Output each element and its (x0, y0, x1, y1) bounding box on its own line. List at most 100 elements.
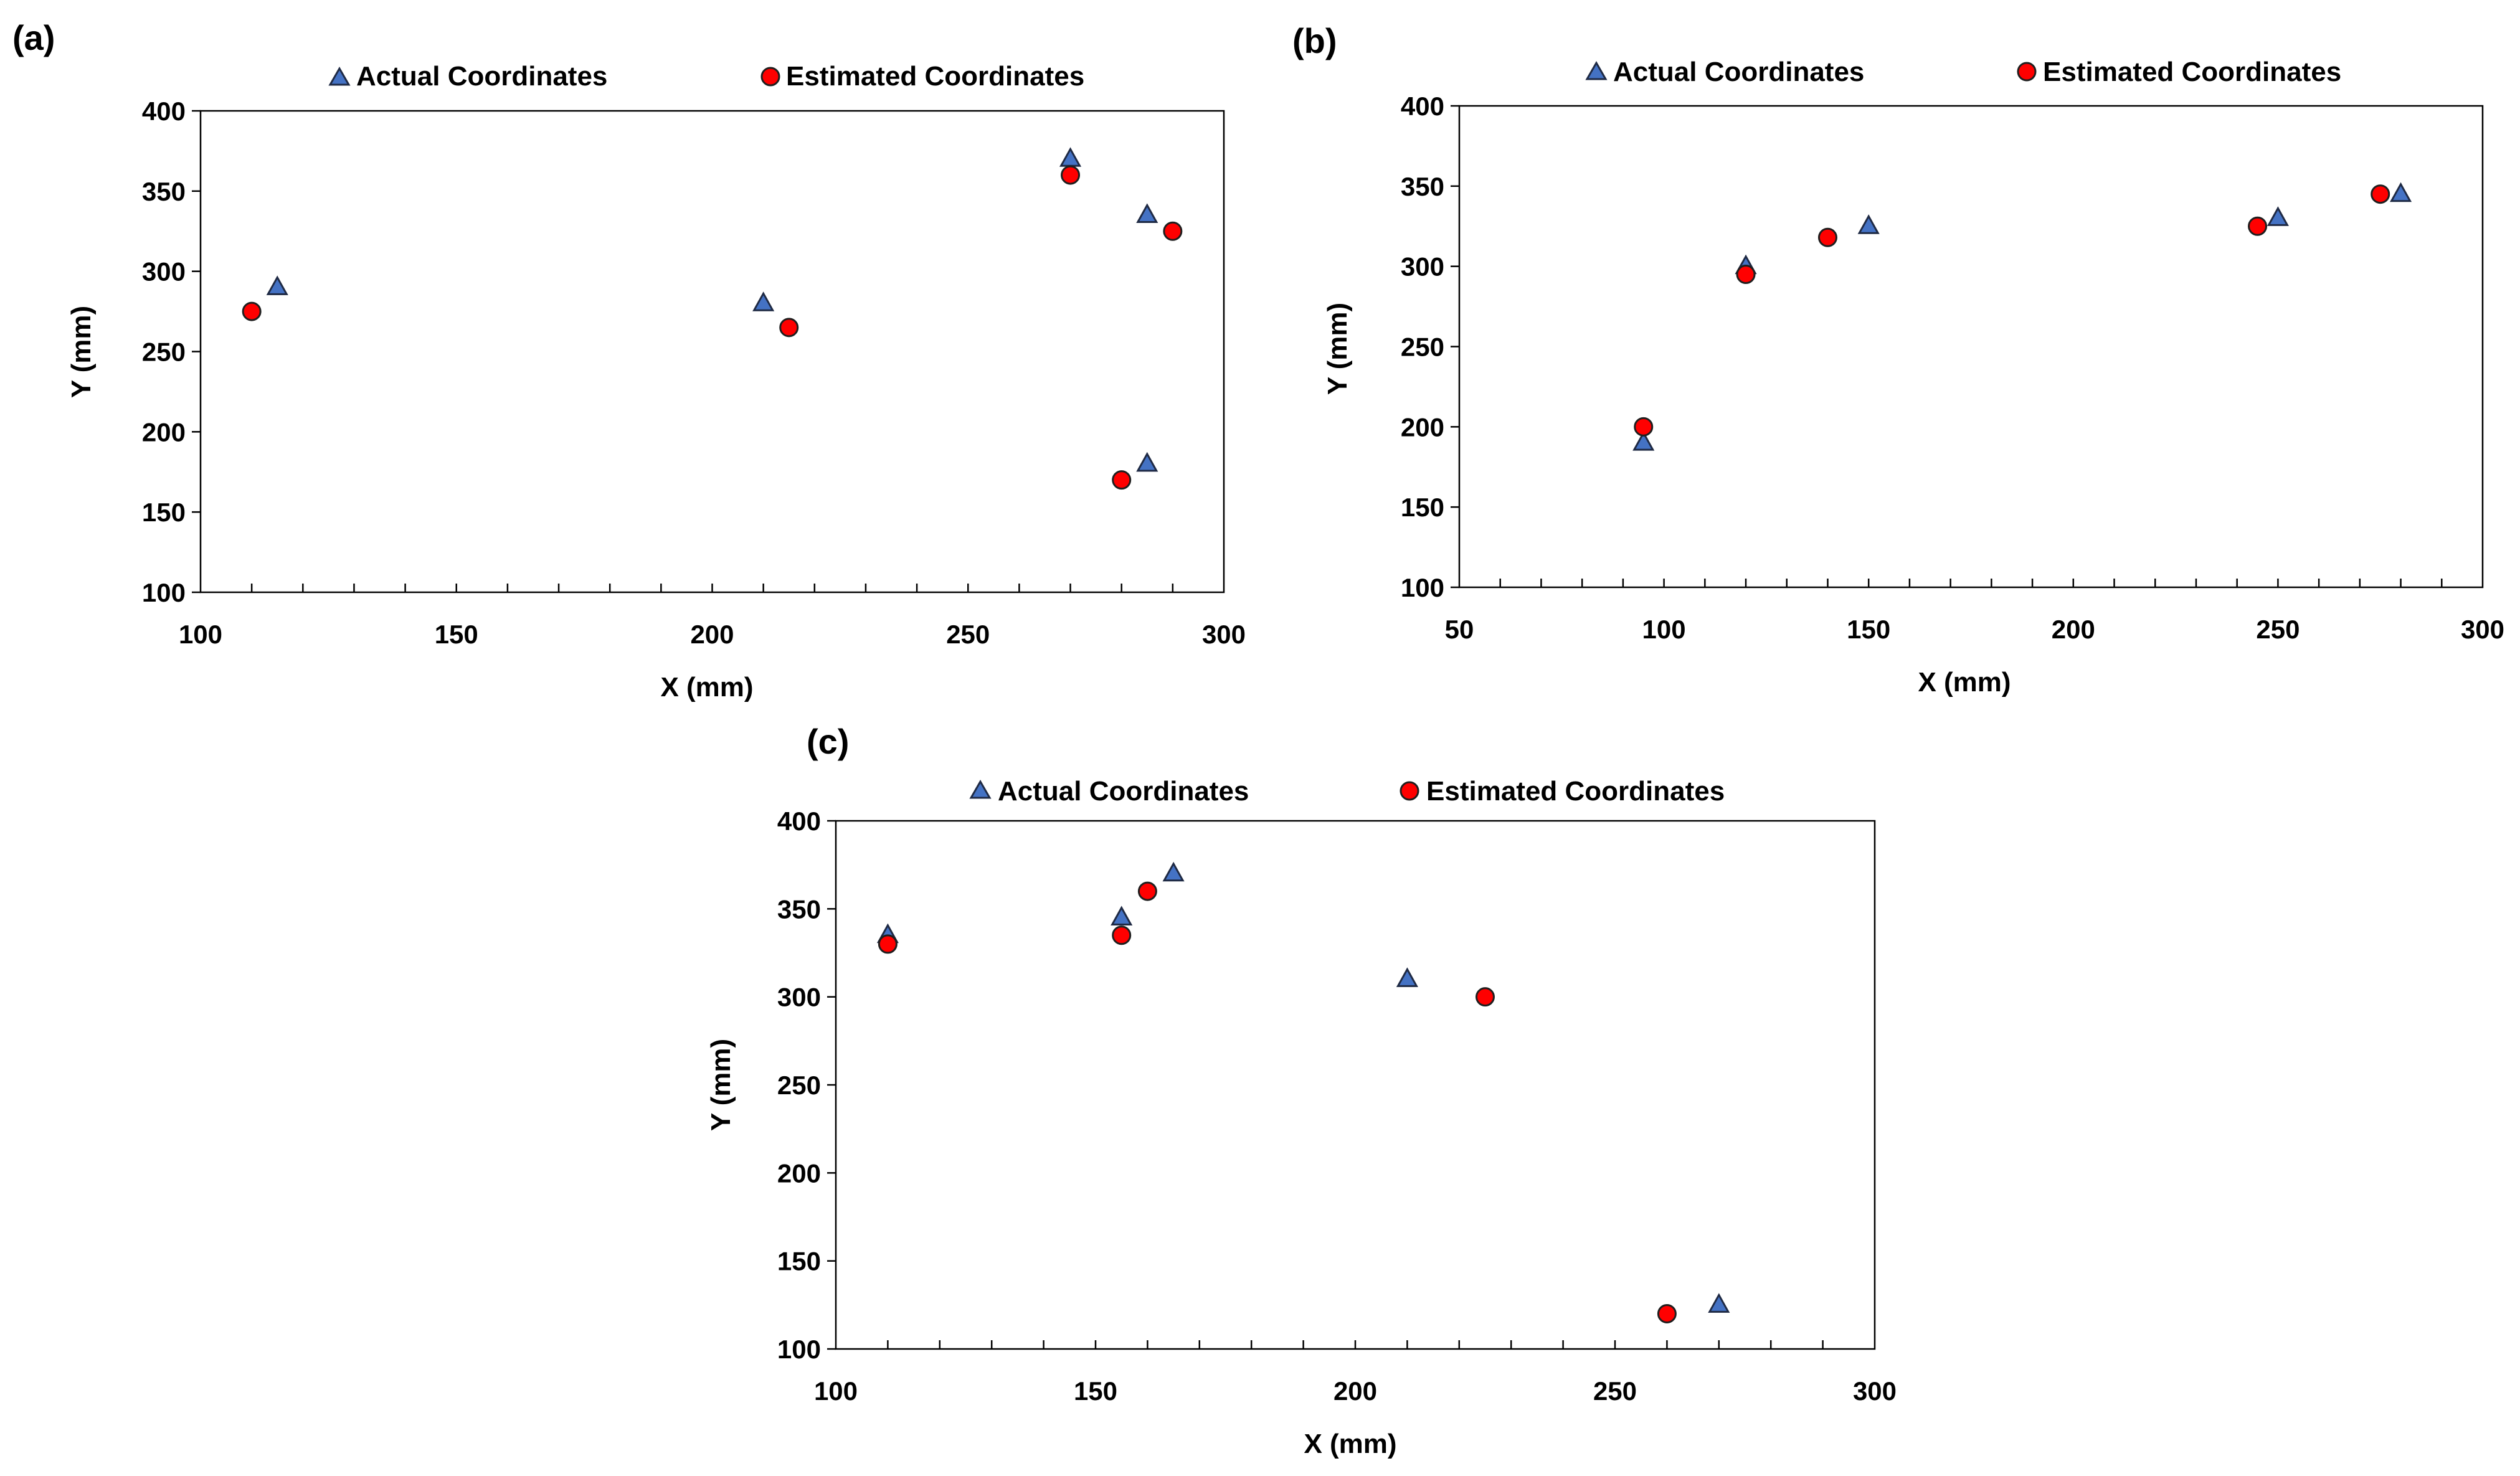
xtick-label-c-150: 150 (1074, 1376, 1117, 1406)
legend-estimated-marker-b (2017, 62, 2037, 82)
ytick-label-a-250: 250 (142, 338, 186, 367)
ytick-label-b-250: 250 (1401, 333, 1444, 362)
actual-point-a-1 (752, 291, 775, 311)
panel-a-ylabel: Y (mm) (66, 306, 97, 398)
panel-a-ticks: 100 150 200 250 300 350 400 100 150 200 250 300 (142, 97, 1246, 649)
ytick-label-a-400: 400 (142, 97, 186, 126)
legend-estimated-label-b: Estimated Coordinates (2043, 57, 2341, 87)
ytick-label-b-200: 200 (1401, 412, 1444, 442)
actual-point-b-4 (2390, 182, 2412, 202)
panel-b-ylabel: Y (mm) (1322, 303, 1353, 395)
ytick-label-b-350: 350 (1401, 172, 1444, 201)
estimated-point-b-1 (1736, 265, 1756, 285)
ytick-label-c-100: 100 (777, 1335, 821, 1364)
legend-estimated-label-c: Estimated Coordinates (1426, 776, 1725, 807)
xtick-label-a-100: 100 (179, 620, 222, 649)
panel-c-ylabel: Y (mm) (706, 1039, 736, 1131)
actual-point-c-3 (1396, 967, 1418, 987)
xtick-label-b-150: 150 (1847, 615, 1890, 644)
actual-point-a-3 (1136, 203, 1158, 223)
xtick-label-b-300: 300 (2461, 615, 2504, 644)
xtick-label-a-200: 200 (690, 620, 734, 649)
actual-point-c-1 (1111, 906, 1133, 925)
xtick-label-c-300: 300 (1853, 1376, 1897, 1406)
xtick-label-a-150: 150 (435, 620, 478, 649)
legend-actual-marker-c (969, 779, 992, 799)
panel-b-xlabel: X (mm) (1918, 667, 2011, 698)
estimated-point-c-0 (878, 934, 898, 954)
legend-actual-marker-a (328, 66, 351, 86)
legend-actual-label-c: Actual Coordinates (998, 776, 1249, 807)
estimated-point-c-3 (1476, 987, 1495, 1007)
panel-a: (a) Actual Coordinates Estimated Coordin… (12, 18, 1246, 703)
panel-c-label: (c) (807, 722, 849, 761)
estimated-point-c-1 (1112, 925, 1132, 945)
legend-estimated-marker-c (1400, 781, 1419, 801)
ytick-label-c-300: 300 (777, 983, 821, 1012)
actual-point-a-4 (1136, 452, 1158, 472)
ytick-label-c-200: 200 (777, 1158, 821, 1188)
panel-c-ticks: 100 150 200 250 300 350 400 100 150 200 250 300 (777, 807, 1897, 1406)
estimated-point-b-3 (2248, 216, 2268, 236)
panel-c-legend: Actual Coordinates Estimated Coordinates (969, 776, 1725, 807)
panel-a-label: (a) (12, 18, 55, 57)
panel-b: (b) Actual Coordinates Estimated Coordin… (1292, 21, 2504, 698)
panel-c-plot-area (835, 820, 1876, 1350)
panel-c: (c) Actual Coordinates Estimated Coordin… (706, 722, 1897, 1459)
estimated-point-a-0 (242, 301, 262, 321)
legend-estimated-label-a: Estimated Coordinates (786, 61, 1084, 92)
ytick-label-b-300: 300 (1401, 252, 1444, 281)
panel-a-marks (242, 147, 1183, 490)
estimated-point-b-0 (1634, 417, 1654, 437)
ytick-label-a-350: 350 (142, 177, 186, 206)
estimated-point-c-2 (1137, 881, 1157, 901)
panel-b-legend: Actual Coordinates Estimated Coordinates (1585, 57, 2341, 87)
estimated-point-b-4 (2371, 184, 2390, 204)
xtick-label-b-50: 50 (1445, 615, 1474, 644)
ytick-label-c-250: 250 (777, 1071, 821, 1100)
ytick-label-a-150: 150 (142, 498, 186, 527)
estimated-point-a-4 (1112, 470, 1132, 490)
panel-b-plot-area (1458, 105, 2484, 589)
xtick-label-c-100: 100 (814, 1376, 858, 1406)
xtick-label-c-200: 200 (1333, 1376, 1377, 1406)
actual-point-b-2 (1857, 214, 1880, 234)
ytick-label-a-300: 300 (142, 257, 186, 286)
panel-c-xlabel: X (mm) (1304, 1429, 1396, 1459)
estimated-point-b-2 (1817, 227, 1837, 247)
ytick-label-c-350: 350 (777, 894, 821, 924)
ytick-label-b-100: 100 (1401, 573, 1444, 602)
panel-c-marks (876, 861, 1730, 1323)
actual-point-c-4 (1708, 1293, 1730, 1313)
actual-point-a-2 (1059, 147, 1082, 167)
estimated-point-a-3 (1163, 221, 1183, 241)
ytick-label-b-400: 400 (1401, 92, 1444, 121)
actual-point-b-3 (2267, 206, 2289, 226)
xtick-label-b-100: 100 (1642, 615, 1686, 644)
panel-a-legend: Actual Coordinates Estimated Coordinates (328, 61, 1084, 92)
estimated-point-a-2 (1061, 165, 1081, 185)
xtick-label-b-250: 250 (2256, 615, 2300, 644)
legend-actual-marker-b (1585, 60, 1608, 80)
xtick-label-b-200: 200 (2052, 615, 2095, 644)
actual-point-a-0 (266, 275, 288, 295)
panel-a-xlabel: X (mm) (660, 672, 753, 703)
ytick-label-b-150: 150 (1401, 493, 1444, 522)
ytick-label-a-100: 100 (142, 578, 186, 607)
panel-b-label: (b) (1292, 21, 1337, 60)
estimated-point-a-1 (779, 318, 799, 338)
panel-b-marks (1632, 182, 2412, 451)
ytick-label-c-150: 150 (777, 1247, 821, 1276)
legend-estimated-marker-a (760, 67, 780, 87)
ytick-label-a-200: 200 (142, 417, 186, 447)
legend-actual-label-b: Actual Coordinates (1613, 57, 1864, 87)
xtick-label-a-300: 300 (1202, 620, 1246, 649)
xtick-label-c-250: 250 (1593, 1376, 1637, 1406)
legend-actual-label-a: Actual Coordinates (356, 61, 607, 92)
actual-point-b-0 (1632, 431, 1655, 451)
ytick-label-c-400: 400 (777, 807, 821, 836)
actual-point-c-2 (1162, 861, 1185, 882)
estimated-point-c-4 (1657, 1303, 1677, 1323)
